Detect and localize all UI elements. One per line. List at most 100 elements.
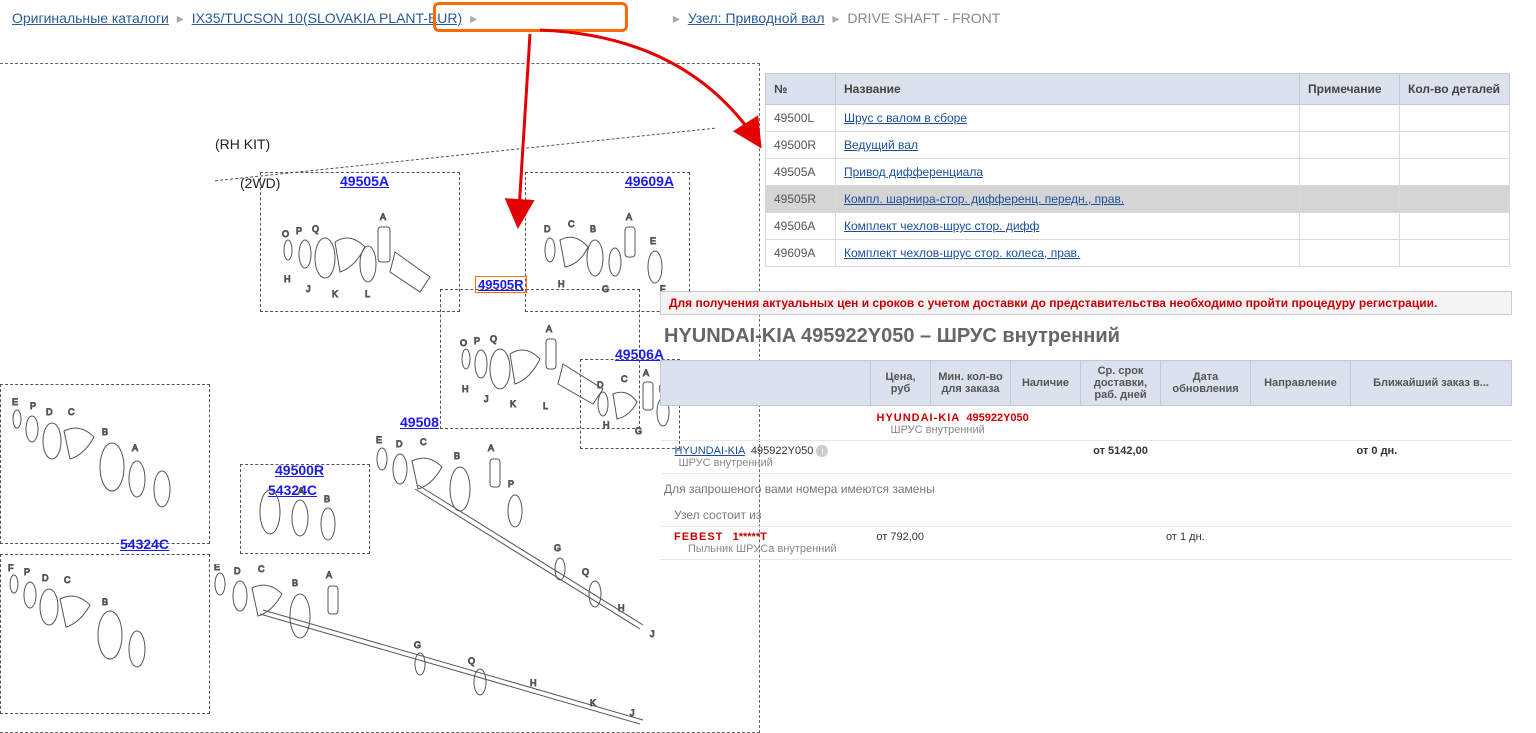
svg-text:L: L [365, 289, 370, 299]
parts-cell-num: 49500L [766, 105, 836, 132]
svg-text:B: B [102, 427, 108, 437]
price-th-price: Цена, руб [871, 361, 931, 406]
breadcrumb-link-node[interactable]: Узел: Приводной вал [688, 10, 825, 26]
parts-th-note: Примечание [1300, 74, 1400, 105]
svg-text:D: D [42, 573, 49, 583]
diagram-label-49505A[interactable]: 49505A [340, 173, 389, 189]
price-brand-red: HYUNDAI-KIA [877, 412, 961, 424]
svg-text:E: E [12, 397, 18, 407]
parts-link[interactable]: Ведущий вал [844, 138, 918, 152]
svg-text:D: D [396, 439, 403, 449]
svg-text:A: A [298, 486, 304, 496]
breadcrumb-sep: ▸ [832, 10, 839, 26]
table-row[interactable]: 49505A Привод дифференциала [766, 159, 1510, 186]
svg-text:L: L [543, 401, 548, 411]
diagram-label-49609A[interactable]: 49609A [625, 173, 674, 189]
exploded-diagram: (RH KIT) (2WD) 49505A 49609A 49505R 4950… [0, 63, 760, 733]
svg-text:C: C [68, 407, 75, 417]
svg-text:G: G [602, 284, 609, 294]
svg-text:G: G [554, 543, 561, 553]
table-row[interactable]: 49506A Комплект чехлов-шрус стор. дифф [766, 213, 1510, 240]
parts-link[interactable]: Комплект чехлов-шрус стор. дифф [844, 219, 1039, 233]
table-row[interactable]: 49500L Шрус с валом в сборе [766, 105, 1510, 132]
breadcrumb-link-model[interactable]: IX35/TUCSON 10(SLOVAKIA PLANT-EUR) [192, 10, 463, 26]
breadcrumb-sep: ▸ [177, 10, 184, 26]
svg-text:K: K [510, 399, 516, 409]
price-value: от 5142,00 [1081, 441, 1161, 474]
svg-text:P: P [474, 336, 480, 346]
svg-text:A: A [326, 570, 332, 580]
price-days: от 0 дн. [1351, 441, 1512, 474]
svg-text:H: H [558, 279, 565, 289]
breadcrumb-link-catalogs[interactable]: Оригинальные каталоги [12, 10, 169, 26]
sub-brand: FEBEST [674, 531, 723, 543]
parts-table-body: 49500L Шрус с валом в сборе 49500R Ведущ… [766, 105, 1510, 267]
parts-link[interactable]: Компл. шарнира-стор. дифференц. передн.,… [844, 192, 1124, 206]
svg-text:K: K [590, 698, 596, 708]
svg-text:P: P [508, 479, 514, 489]
svg-text:B: B [590, 224, 596, 234]
svg-text:B: B [454, 451, 460, 461]
svg-text:B: B [324, 494, 330, 504]
svg-text:H: H [530, 678, 537, 688]
svg-text:K: K [332, 289, 338, 299]
parts-th-qty: Кол-во деталей [1400, 74, 1510, 105]
sub-table: FEBEST 1*****T Пыльник ШРУСа внутренний … [660, 526, 1512, 560]
svg-text:D: D [597, 380, 604, 390]
product-title: HYUNDAI-KIA 495922Y050 – ШРУС внутренний [660, 315, 1512, 360]
svg-text:A: A [546, 324, 552, 334]
price-code-red: 495922Y050 [966, 412, 1028, 424]
content-area: (RH KIT) (2WD) 49505A 49609A 49505R 4950… [0, 33, 1536, 41]
parts-cell-num: 49506A [766, 213, 836, 240]
svg-text:C: C [420, 437, 427, 447]
svg-text:A: A [488, 443, 494, 453]
info-icon[interactable]: i [816, 445, 828, 457]
price-brand-link[interactable]: HYUNDAI-KIA [675, 445, 745, 457]
sub-row[interactable]: FEBEST 1*****T Пыльник ШРУСа внутренний … [660, 527, 1512, 560]
svg-text:C: C [64, 575, 71, 585]
parts-link[interactable]: Комплект чехлов-шрус стор. колеса, прав. [844, 246, 1080, 260]
svg-text:D: D [544, 224, 551, 234]
diagram-label-49508[interactable]: 49508 [400, 414, 439, 430]
breadcrumb-sep: ▸ [470, 10, 477, 26]
table-row-selected[interactable]: 49505R Компл. шарнира-стор. дифференц. п… [766, 186, 1510, 213]
svg-text:Q: Q [312, 224, 319, 234]
parts-link[interactable]: Привод дифференциала [844, 165, 983, 179]
svg-text:G: G [414, 640, 421, 650]
sub-price: от 792,00 [870, 527, 930, 560]
sub-days: от 1 дн. [1160, 527, 1250, 560]
svg-text:O: O [282, 229, 289, 239]
svg-text:C: C [621, 374, 628, 384]
table-row[interactable]: 49500R Ведущий вал [766, 132, 1510, 159]
parts-link[interactable]: Шрус с валом в сборе [844, 111, 967, 125]
table-row[interactable]: 49609A Комплект чехлов-шрус стор. колеса… [766, 240, 1510, 267]
svg-text:J: J [484, 394, 489, 404]
price-table: Цена, руб Мин. кол-во для заказа Наличие… [660, 360, 1512, 474]
parts-cell-num: 49609A [766, 240, 836, 267]
price-th-minqty: Мин. кол-во для заказа [931, 361, 1011, 406]
breadcrumb-current: DRIVE SHAFT - FRONT [847, 10, 1000, 26]
svg-text:Q: Q [468, 656, 475, 666]
svg-text:F: F [8, 563, 14, 573]
diagram-label-49505R[interactable]: 49505R [475, 276, 527, 293]
substitutions-label: Для запрошеного вами номера имеются заме… [660, 474, 1512, 500]
pricing-panel: Для получения актуальных цен и сроков с … [660, 291, 1512, 560]
price-header-row: HYUNDAI-KIA 495922Y050 ШРУС внутренний [661, 406, 1512, 441]
svg-text:A: A [643, 368, 649, 378]
svg-text:O: O [460, 338, 467, 348]
price-row[interactable]: HYUNDAI-KIA 495922Y050 i ШРУС внутренний… [661, 441, 1512, 474]
svg-text:D: D [46, 407, 53, 417]
svg-text:P: P [24, 567, 30, 577]
svg-text:C: C [568, 219, 575, 229]
svg-text:J: J [306, 284, 311, 294]
breadcrumb: Оригинальные каталоги ▸ IX35/TUCSON 10(S… [0, 0, 1536, 33]
svg-text:C: C [258, 564, 265, 574]
svg-text:P: P [296, 226, 302, 236]
price-th-blank [661, 361, 871, 406]
parts-table: № Название Примечание Кол-во деталей 495… [765, 73, 1510, 267]
sub-code: 1*****T [733, 531, 767, 543]
assembly-label: Узел состоит из [660, 500, 1512, 526]
price-th-direction: Направление [1251, 361, 1351, 406]
svg-text:H: H [284, 274, 291, 284]
svg-text:B: B [102, 597, 108, 607]
